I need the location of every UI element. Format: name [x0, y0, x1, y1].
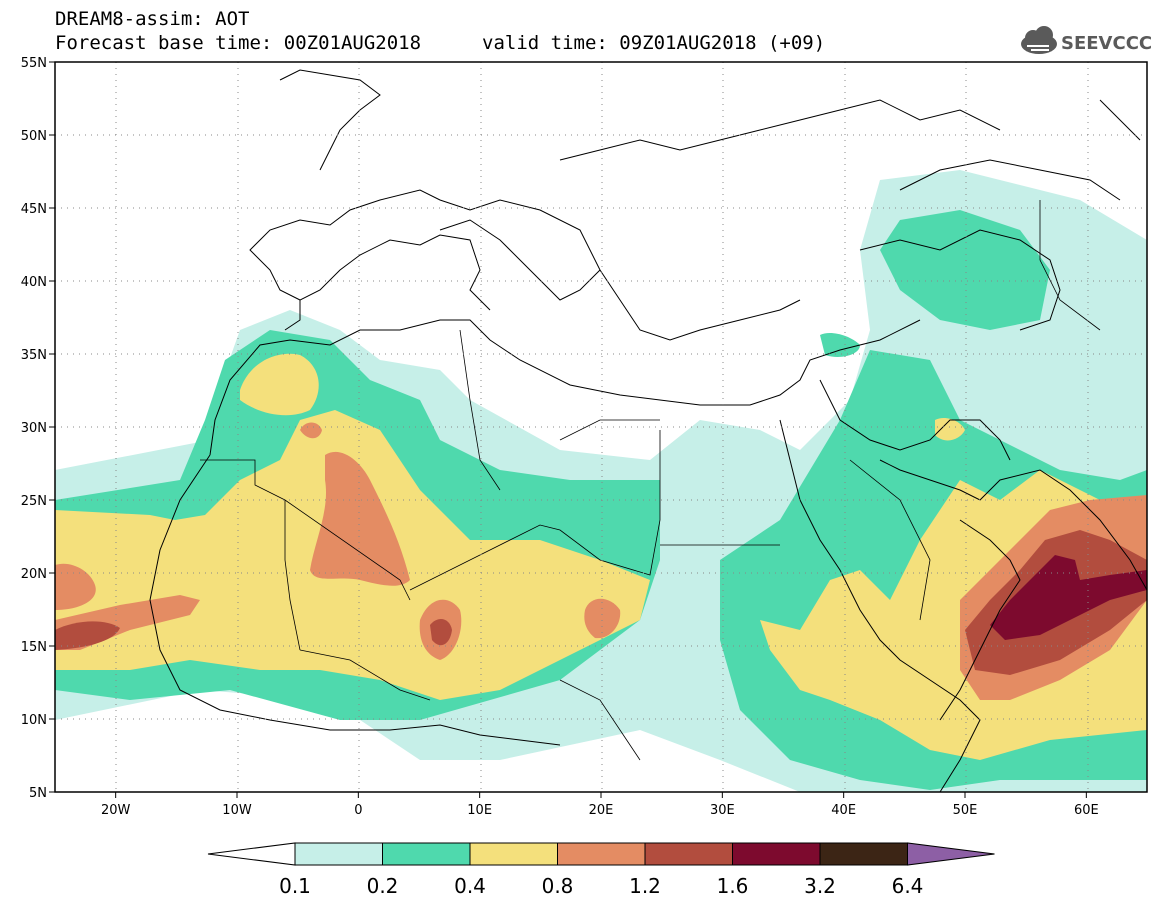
lon-label: 60E: [1074, 803, 1099, 818]
lon-label: 10W: [222, 803, 252, 818]
colorbar-label: 1.2: [629, 874, 661, 898]
colorbar-box: [469, 842, 558, 866]
lon-axis-labels: 20W 10W 0 10E 20E 30E 40E 50E 60E: [101, 792, 1099, 818]
colorbar-label: 0.1: [279, 874, 311, 898]
lat-label: 45N: [21, 202, 47, 217]
colorbar-label: 0.4: [454, 874, 486, 898]
graticule: [55, 62, 1147, 792]
lon-label: 50E: [953, 803, 978, 818]
lat-label: 15N: [21, 640, 47, 655]
coastlines: [149, 69, 1147, 792]
colorbar-label: 0.8: [542, 874, 574, 898]
colorbar-low-arrow: [207, 842, 296, 866]
seevccc-logo: SEEVCCC: [1021, 26, 1152, 54]
colorbar-box: [557, 842, 646, 866]
title-base-time: Forecast base time: 00Z01AUG2018: [55, 32, 422, 54]
colorbar-high-arrow: [907, 842, 995, 866]
lat-label: 40N: [21, 275, 47, 290]
lat-label: 35N: [21, 348, 47, 363]
lon-label: 20W: [101, 803, 131, 818]
lat-label: 5N: [29, 786, 47, 801]
lat-label: 10N: [21, 713, 47, 728]
lat-label: 30N: [21, 421, 47, 436]
title-product: DREAM8-assim: AOT: [55, 8, 250, 30]
colorbar-label: 3.2: [804, 874, 836, 898]
lon-label: 40E: [831, 803, 856, 818]
aot-colorbar: 0.1 0.2 0.4 0.8 1.2 1.6 3.2 6.4: [207, 842, 995, 898]
lat-label: 25N: [21, 494, 47, 509]
colorbar-box: [732, 842, 821, 866]
title-valid-time: valid time: 09Z01AUG2018 (+09): [482, 32, 826, 54]
lat-label: 55N: [21, 56, 47, 71]
lon-label: 20E: [589, 803, 614, 818]
colorbar-box: [819, 842, 908, 866]
lon-label: 30E: [710, 803, 735, 818]
colorbar-box: [382, 842, 471, 866]
lat-label: 50N: [21, 129, 47, 144]
aot-field: [55, 170, 1147, 792]
colorbar-box: [644, 842, 733, 866]
lon-label: 10E: [467, 803, 492, 818]
colorbar-label: 6.4: [892, 874, 924, 898]
aot-level-1.6: [990, 555, 1147, 640]
colorbar-label: 1.6: [717, 874, 749, 898]
colorbar-label: 0.2: [367, 874, 399, 898]
lon-label: 0: [354, 803, 362, 818]
cloud-icon: [1021, 26, 1057, 54]
country-borders: [200, 200, 1101, 761]
lat-label: 20N: [21, 567, 47, 582]
logo-text: SEEVCCC: [1061, 33, 1152, 54]
colorbar-box: [294, 842, 383, 866]
lat-axis-labels: 55N 50N 45N 40N 35N 30N 25N 20N 15N 10N 5N: [21, 56, 55, 801]
